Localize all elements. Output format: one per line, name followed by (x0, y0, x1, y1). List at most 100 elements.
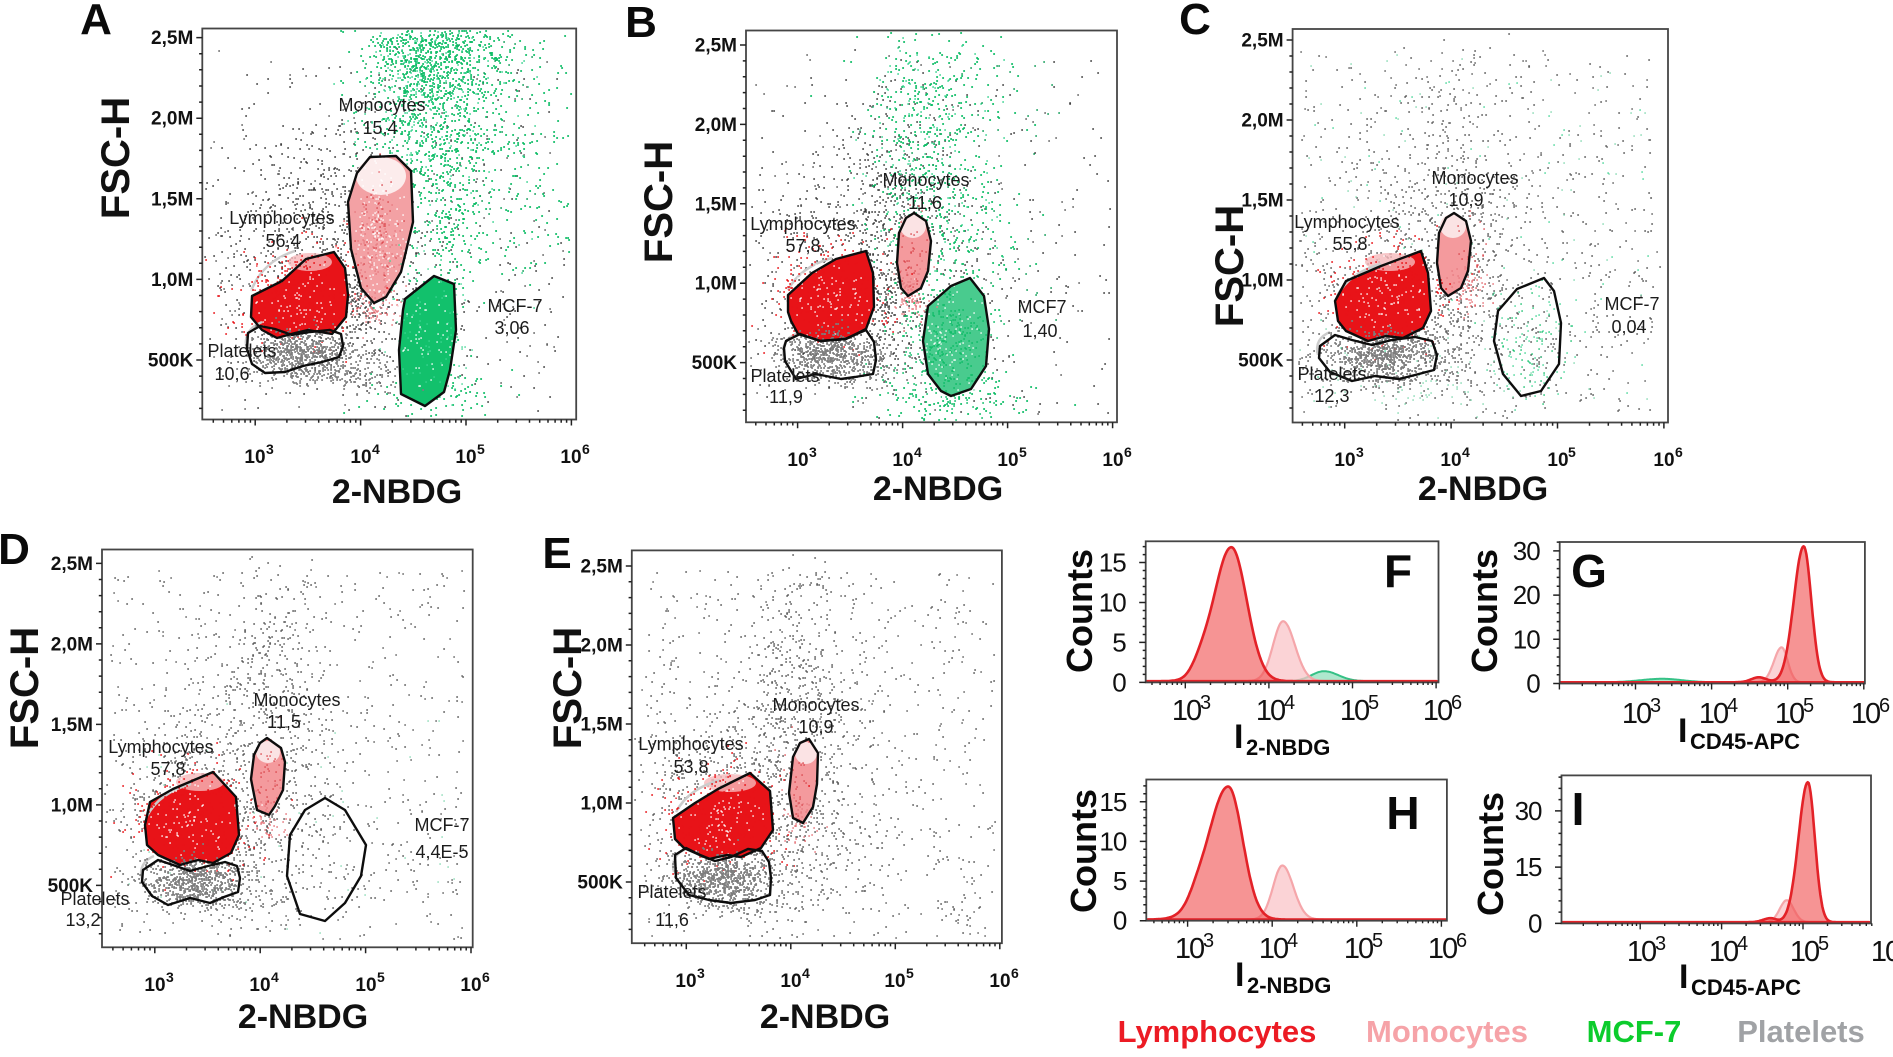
svg-text:15: 15 (1099, 548, 1126, 578)
svg-text:10: 10 (1699, 698, 1728, 730)
svg-text:1,5M: 1,5M (695, 194, 737, 215)
svg-text:3: 3 (1200, 692, 1211, 714)
svg-text:12,3: 12,3 (1314, 386, 1349, 406)
svg-text:10: 10 (1175, 933, 1204, 965)
svg-text:1,5M: 1,5M (1241, 191, 1283, 212)
svg-text:6: 6 (1675, 444, 1683, 460)
svg-text:CD45-APC: CD45-APC (1690, 729, 1800, 754)
svg-text:10: 10 (884, 971, 905, 992)
svg-text:10: 10 (1775, 698, 1804, 730)
svg-text:6: 6 (1011, 965, 1019, 981)
svg-text:Monocytes: Monocytes (772, 695, 859, 715)
svg-text:F: F (1384, 545, 1412, 597)
svg-text:2-NBDG: 2-NBDG (760, 998, 890, 1036)
svg-text:2-NBDG: 2-NBDG (238, 998, 368, 1036)
svg-text:4: 4 (1284, 692, 1295, 714)
svg-text:Lymphocytes: Lymphocytes (229, 208, 334, 228)
svg-text:6: 6 (582, 441, 590, 457)
svg-text:10: 10 (350, 447, 371, 468)
svg-text:5: 5 (377, 969, 385, 985)
svg-text:1,0M: 1,0M (581, 794, 623, 815)
svg-text:0: 0 (1112, 667, 1126, 697)
svg-text:11,9: 11,9 (769, 387, 803, 407)
svg-text:Lymphocytes: Lymphocytes (108, 737, 213, 757)
svg-text:3: 3 (697, 965, 705, 981)
svg-text:2-NBDG: 2-NBDG (1247, 973, 1331, 998)
svg-text:30: 30 (1513, 536, 1540, 566)
svg-text:13,2: 13,2 (65, 910, 100, 930)
svg-text:FSC-H: FSC-H (1208, 205, 1252, 327)
svg-text:Monocytes: Monocytes (253, 690, 340, 710)
svg-text:E: E (542, 529, 571, 578)
svg-text:Monocytes: Monocytes (1431, 168, 1518, 188)
svg-text:500K: 500K (148, 351, 194, 372)
svg-text:1,5M: 1,5M (581, 715, 623, 736)
svg-text:5: 5 (1372, 930, 1383, 952)
svg-text:11,6: 11,6 (908, 193, 942, 213)
svg-text:15,4: 15,4 (362, 118, 397, 138)
svg-text:Counts: Counts (1470, 792, 1511, 916)
svg-text:3: 3 (266, 441, 274, 457)
svg-text:CD45-APC: CD45-APC (1691, 975, 1801, 1000)
svg-text:5: 5 (1368, 692, 1379, 714)
svg-text:10: 10 (1709, 936, 1738, 968)
svg-text:5: 5 (1019, 444, 1027, 460)
svg-text:3,06: 3,06 (494, 318, 529, 338)
svg-text:1,5M: 1,5M (151, 189, 193, 210)
svg-text:H: H (1386, 787, 1419, 839)
svg-text:3: 3 (166, 969, 174, 985)
svg-text:2,5M: 2,5M (695, 36, 737, 57)
svg-text:11,5: 11,5 (267, 712, 301, 732)
svg-text:2-NBDG: 2-NBDG (1246, 735, 1330, 760)
svg-text:2,0M: 2,0M (1241, 111, 1283, 132)
svg-text:6: 6 (482, 969, 490, 985)
svg-text:2,0M: 2,0M (695, 115, 737, 136)
svg-text:10: 10 (1622, 698, 1651, 730)
svg-text:Counts: Counts (1059, 549, 1100, 673)
svg-text:I: I (1679, 958, 1688, 996)
svg-text:57,8: 57,8 (150, 759, 185, 779)
svg-text:5: 5 (1113, 866, 1127, 896)
svg-text:10: 10 (1334, 450, 1355, 471)
svg-text:10: 10 (1428, 933, 1457, 965)
svg-text:5: 5 (906, 965, 914, 981)
svg-text:500K: 500K (48, 876, 94, 897)
svg-text:10: 10 (1627, 936, 1656, 968)
svg-text:10: 10 (244, 447, 265, 468)
svg-text:FSC-H: FSC-H (546, 627, 590, 749)
svg-text:3: 3 (1203, 930, 1214, 952)
svg-text:6: 6 (1124, 444, 1132, 460)
svg-text:10: 10 (1423, 695, 1452, 727)
svg-text:20: 20 (1513, 580, 1540, 610)
svg-text:FSC-H: FSC-H (94, 97, 138, 219)
svg-text:11,6: 11,6 (655, 910, 689, 930)
svg-text:5: 5 (1818, 933, 1829, 955)
svg-text:10: 10 (989, 971, 1010, 992)
svg-text:4,4E-5: 4,4E-5 (415, 842, 468, 862)
svg-text:3: 3 (809, 444, 817, 460)
svg-text:Monocytes: Monocytes (882, 170, 969, 190)
svg-text:Platelets: Platelets (207, 341, 276, 361)
svg-text:5: 5 (1112, 627, 1126, 657)
svg-text:2-NBDG: 2-NBDG (1418, 470, 1548, 508)
svg-text:B: B (625, 0, 657, 47)
svg-text:15: 15 (1099, 787, 1126, 817)
svg-text:10: 10 (1344, 933, 1373, 965)
svg-text:Counts: Counts (1464, 549, 1505, 673)
svg-text:2,0M: 2,0M (51, 634, 93, 655)
svg-text:10: 10 (1102, 450, 1123, 471)
svg-text:10,9: 10,9 (1448, 190, 1483, 210)
svg-text:10: 10 (787, 450, 808, 471)
svg-text:500K: 500K (1238, 351, 1284, 372)
svg-text:10: 10 (1172, 695, 1201, 727)
svg-text:57,8: 57,8 (785, 236, 820, 256)
svg-text:4: 4 (1727, 695, 1738, 717)
svg-text:1,40: 1,40 (1022, 321, 1057, 341)
svg-text:4: 4 (914, 444, 922, 460)
svg-text:10: 10 (1440, 450, 1461, 471)
svg-text:2-NBDG: 2-NBDG (873, 470, 1003, 508)
svg-text:3: 3 (1356, 444, 1364, 460)
svg-text:2,5M: 2,5M (1241, 31, 1283, 52)
svg-text:5: 5 (1568, 444, 1576, 460)
svg-text:Platelets: Platelets (60, 889, 129, 909)
